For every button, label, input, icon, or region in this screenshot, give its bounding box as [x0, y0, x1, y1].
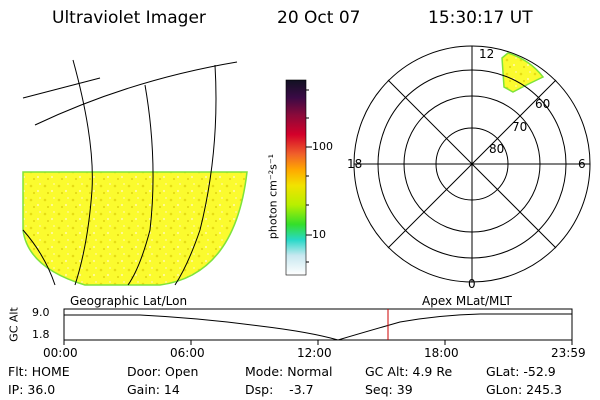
- mlat-label-60: 60: [535, 97, 551, 111]
- ip-status: IP: 36.0: [8, 382, 56, 397]
- flight-status: Flt: HOME: [8, 364, 70, 379]
- polar-panel-label: Apex MLat/MLT: [422, 294, 512, 308]
- seq-status: Seq: 39: [365, 382, 413, 397]
- longitude-line: [127, 84, 154, 286]
- polar-panel: [353, 45, 591, 283]
- mlat-label-80: 80: [489, 142, 505, 156]
- glon-status: GLon: 245.3: [486, 382, 562, 397]
- altitude-tick-high: 9.0: [32, 306, 50, 319]
- longitude-line: [22, 229, 56, 286]
- color-scale-bar: [285, 79, 307, 276]
- date-label: 20 Oct 07: [277, 8, 361, 28]
- dsp-status: Dsp: -3.7: [245, 382, 314, 397]
- altitude-ylabel: GC Alt: [7, 307, 21, 342]
- geographic-panel: [22, 59, 248, 286]
- altitude-curve: [64, 313, 572, 341]
- time-tick-1200: 12:00: [297, 346, 332, 360]
- altitude-tick-low: 1.8: [32, 328, 50, 341]
- mlt-label-18: 18: [347, 157, 363, 171]
- mlt-label-12: 12: [479, 47, 495, 61]
- geographic-panel-label: Geographic Lat/Lon: [70, 294, 188, 308]
- mlat-label-70: 70: [512, 120, 528, 134]
- aurora-region-polar: [501, 52, 545, 93]
- mode-status: Mode: Normal: [245, 364, 333, 379]
- gc-alt-status: GC Alt: 4.9 Re: [365, 364, 453, 379]
- mlt-label-0: 0: [468, 277, 476, 291]
- colorbar-tick-10: 10: [312, 228, 326, 241]
- time-tick-1800: 18:00: [424, 346, 459, 360]
- time-tick-2359: 23:59: [551, 346, 586, 360]
- time-tick-0000: 00:00: [43, 346, 78, 360]
- longitude-line: [72, 59, 93, 286]
- time-tick-0600: 06:00: [170, 346, 205, 360]
- instrument-title: Ultraviolet Imager: [52, 8, 206, 28]
- colorbar-tick-100: 100: [312, 140, 333, 153]
- colorbar-unit-label: photon cm⁻²s⁻¹: [266, 153, 280, 240]
- latitude-line: [22, 77, 101, 99]
- longitude-line: [174, 64, 217, 286]
- color-scale-ticks: [306, 89, 312, 263]
- glat-status: GLat: -52.9: [486, 364, 556, 379]
- time-label: 15:30:17 UT: [428, 8, 533, 28]
- latitude-line: [34, 61, 238, 126]
- altitude-plot: [63, 308, 573, 345]
- door-status: Door: Open: [127, 364, 199, 379]
- aurora-region-geo: [22, 171, 248, 286]
- gain-status: Gain: 14: [127, 382, 180, 397]
- mlt-label-6: 6: [578, 157, 586, 171]
